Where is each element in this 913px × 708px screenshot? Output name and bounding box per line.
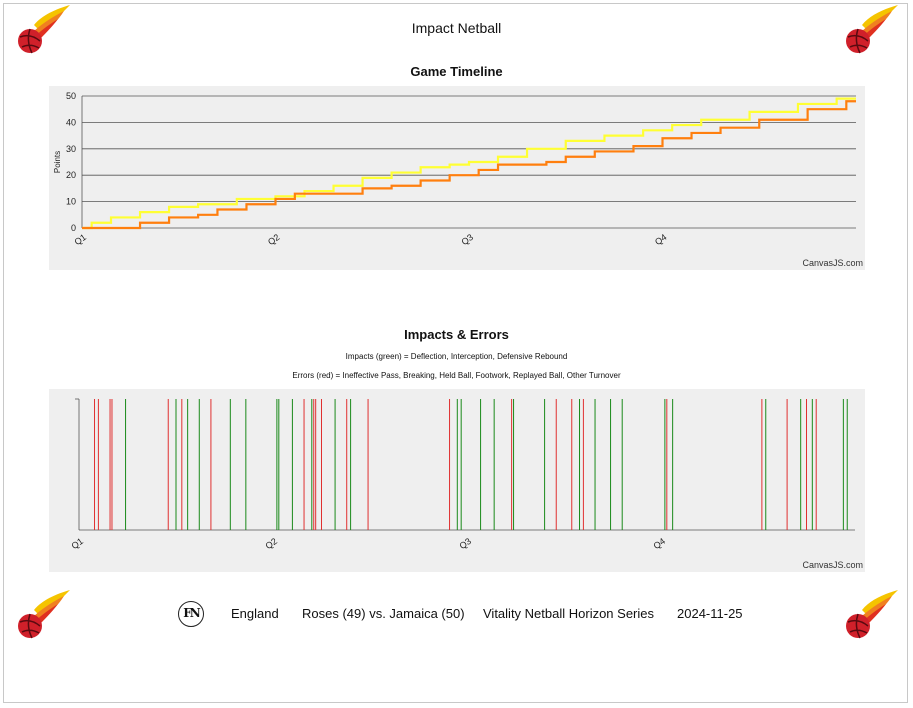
x-tick-label: Q3 bbox=[457, 536, 473, 551]
timeline-chart-title: Game Timeline bbox=[410, 64, 503, 79]
impacts-legend-note: Impacts (green) = Deflection, Intercepti… bbox=[345, 352, 568, 361]
app-title: Impact Netball bbox=[411, 20, 502, 36]
competition-name: Vitality Netball Horizon Series bbox=[483, 606, 654, 621]
flaming-ball-logo bbox=[18, 590, 70, 639]
flaming-ball-logo bbox=[846, 590, 898, 639]
x-tick-label: Q2 bbox=[266, 232, 282, 247]
x-tick-label: Q2 bbox=[263, 536, 279, 551]
impacts-errors-chart: Q1 Q2 Q3 Q4 bbox=[69, 398, 855, 551]
impacts-chart-title: Impacts & Errors bbox=[404, 327, 509, 342]
yellow-series-line bbox=[82, 97, 856, 230]
match-score: Roses (49) vs. Jamaica (50) bbox=[302, 606, 465, 621]
y-tick-label: 50 bbox=[66, 91, 76, 101]
x-tick-label: Q4 bbox=[653, 232, 669, 247]
errors-legend-note: Errors (red) = Ineffective Pass, Breakin… bbox=[292, 371, 621, 380]
flaming-ball-logo bbox=[18, 5, 70, 54]
y-axis-label: Points bbox=[53, 151, 62, 173]
team-home: England bbox=[231, 606, 279, 621]
y-tick-label: 0 bbox=[71, 223, 76, 233]
match-date: 2024-11-25 bbox=[677, 606, 743, 621]
y-tick-label: 40 bbox=[66, 117, 76, 127]
y-tick-label: 10 bbox=[66, 197, 76, 207]
match-info-footer: England Roses (49) vs. Jamaica (50) Vita… bbox=[0, 600, 913, 628]
x-tick-label: Q4 bbox=[651, 536, 667, 551]
y-tick-label: 30 bbox=[66, 144, 76, 154]
y-tick-label: 20 bbox=[66, 170, 76, 180]
x-tick-label: Q3 bbox=[459, 232, 475, 247]
timeline-chart-panel: 0 10 20 30 40 50 Points Q1 Q2 Q3 Q4 CanvasJS.com bbox=[49, 86, 865, 270]
fn-logo: FN bbox=[178, 601, 204, 627]
chart-credit: CanvasJS.com bbox=[802, 560, 863, 570]
flaming-ball-logo bbox=[846, 5, 898, 54]
x-tick-label: Q1 bbox=[69, 536, 85, 551]
chart-credit: CanvasJS.com bbox=[802, 258, 863, 268]
timeline-chart: 0 10 20 30 40 50 Points Q1 Q2 Q3 Q4 bbox=[53, 91, 856, 247]
impacts-chart-panel: Q1 Q2 Q3 Q4 CanvasJS.com bbox=[49, 389, 865, 572]
x-tick-label: Q1 bbox=[72, 232, 88, 247]
orange-series-line bbox=[82, 100, 856, 230]
page-frame bbox=[3, 3, 908, 703]
